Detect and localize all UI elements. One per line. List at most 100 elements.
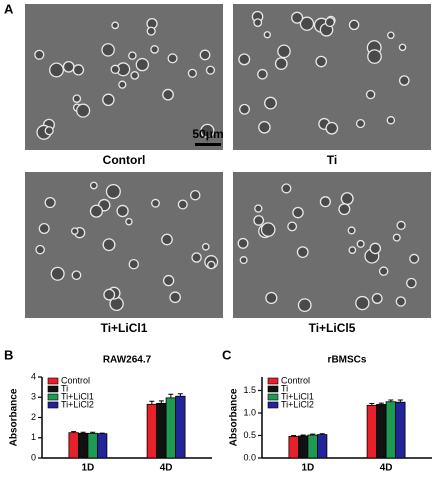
cell <box>239 103 250 115</box>
cell <box>386 116 396 125</box>
cell <box>258 120 271 134</box>
x-tick-label: 1D <box>302 463 315 474</box>
cell <box>116 204 129 218</box>
cell <box>274 57 288 70</box>
cell <box>355 118 366 129</box>
cell <box>161 233 173 246</box>
cell <box>44 196 56 209</box>
image-label: Ti+LiCl5 <box>309 321 356 335</box>
legend-label: Ti+LiCl1 <box>281 391 314 401</box>
bar <box>87 432 98 459</box>
legend-label: Control <box>281 375 310 385</box>
cell <box>38 222 50 235</box>
cell <box>365 89 376 100</box>
y-tick-label: 4 <box>31 371 36 381</box>
error-bar <box>90 431 96 434</box>
y-tick-label: 2 <box>31 412 36 422</box>
y-axis-label: Absorbance <box>229 388 240 446</box>
cell <box>102 93 115 107</box>
cell <box>128 51 137 60</box>
cell <box>371 293 383 304</box>
error-bar <box>168 393 174 398</box>
legend-swatch <box>47 393 59 401</box>
cell <box>356 239 365 248</box>
cell <box>71 270 82 281</box>
bar <box>297 435 309 459</box>
bar <box>288 435 299 459</box>
x-tick-label: 1D <box>82 463 95 474</box>
cell <box>237 237 249 249</box>
legend-swatch <box>267 401 279 409</box>
scale-bar <box>195 143 221 146</box>
bar <box>366 404 378 459</box>
cell <box>135 57 150 72</box>
error-bar <box>291 435 297 437</box>
cell <box>340 192 354 206</box>
bar <box>78 432 89 459</box>
cell <box>70 227 79 235</box>
error-bar <box>300 434 306 436</box>
cell <box>387 31 395 40</box>
scale-bar-label: 50μm <box>192 127 223 141</box>
y-tick-label: 0.0 <box>243 452 256 462</box>
cell <box>177 199 188 210</box>
legend-swatch <box>47 377 59 385</box>
cell <box>62 60 75 73</box>
cell <box>103 288 116 301</box>
error-bar <box>80 431 86 434</box>
y-tick-label: 1.0 <box>243 407 256 417</box>
cell <box>72 64 85 76</box>
cell <box>207 260 216 270</box>
cell <box>277 44 291 59</box>
cell <box>254 204 263 213</box>
legend-swatch <box>47 401 59 409</box>
cell <box>392 233 401 242</box>
cell <box>72 94 82 103</box>
panel-label: B <box>4 347 13 362</box>
cell <box>406 277 417 289</box>
cell <box>239 256 248 265</box>
cell <box>378 266 389 276</box>
micrograph <box>233 172 431 318</box>
bar <box>156 402 167 459</box>
cell <box>287 221 298 232</box>
cell <box>253 18 263 28</box>
error-bar <box>319 433 325 435</box>
bar <box>395 401 406 459</box>
cell <box>355 295 370 311</box>
error-bar <box>388 399 394 402</box>
cell <box>398 43 407 52</box>
legend-swatch <box>47 385 59 393</box>
cell <box>281 183 292 194</box>
y-tick-label: 0.5 <box>243 430 256 440</box>
cell <box>395 296 407 307</box>
bar <box>68 432 79 459</box>
cell <box>35 244 45 255</box>
legend-label: Control <box>61 375 90 385</box>
error-bar <box>149 400 155 405</box>
legend-label: Ti+LiCl1 <box>61 391 94 401</box>
cell <box>205 65 216 75</box>
error-bar <box>99 432 105 434</box>
x-tick-label: 4D <box>160 463 173 474</box>
cell <box>89 181 98 190</box>
cell <box>263 31 271 39</box>
cell <box>257 68 268 80</box>
panel-label: C <box>222 347 232 362</box>
legend-swatch <box>267 385 279 393</box>
legend-label: Ti <box>61 383 68 393</box>
cell <box>110 64 120 75</box>
cell <box>409 253 420 264</box>
cell <box>348 19 360 31</box>
y-tick-label: 1 <box>31 432 36 442</box>
cell <box>238 53 251 66</box>
cell <box>264 96 277 110</box>
y-axis-label: Absorbance <box>9 388 20 446</box>
cell <box>325 121 339 135</box>
cell <box>398 75 410 86</box>
legend-swatch <box>267 393 279 401</box>
y-tick-label: 0 <box>31 452 36 462</box>
y-tick-label: 3 <box>31 392 36 402</box>
image-label: Ti+LiCl1 <box>101 321 148 335</box>
cell <box>146 26 156 36</box>
